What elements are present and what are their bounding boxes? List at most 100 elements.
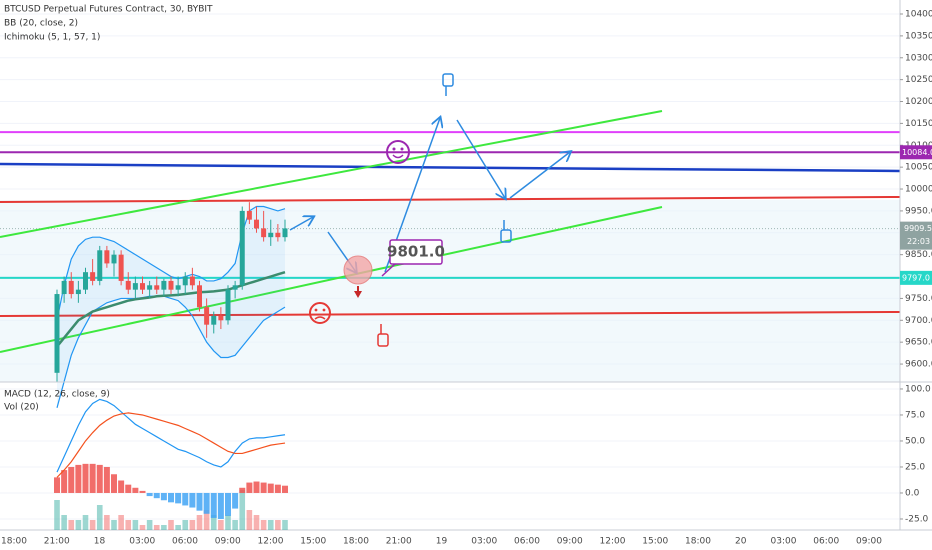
- volume-bar: [246, 510, 253, 530]
- volume-bar: [161, 525, 167, 530]
- volume-bar: [189, 520, 196, 530]
- histogram-bar: [225, 492, 231, 516]
- candle-body: [90, 272, 96, 281]
- candle-body: [182, 276, 188, 286]
- x-tick-label: 03:00: [129, 537, 155, 547]
- y-tick-label: 0.0: [905, 488, 920, 498]
- y-tick-label: 10050.0: [905, 163, 932, 173]
- candle-body: [282, 228, 288, 238]
- frown-icon: [309, 302, 331, 324]
- smiley-icon: [386, 140, 410, 164]
- channel-line: [0, 110, 663, 238]
- level-label: 10084.0: [902, 148, 932, 157]
- price-pane: [54, 202, 288, 408]
- candle-body: [232, 285, 238, 290]
- volume-bar: [260, 520, 267, 530]
- y-tick-label: 10150.0: [905, 119, 932, 129]
- trend-line: [0, 162, 901, 173]
- channel-line: [0, 206, 663, 353]
- histogram-bar: [210, 492, 217, 518]
- volume-bar: [61, 515, 67, 530]
- histogram-bar: [168, 492, 174, 503]
- y-tick-label: -25.0: [905, 514, 929, 524]
- histogram-bar: [68, 466, 75, 493]
- x-tick-label: 21:00: [44, 537, 70, 547]
- candle-body: [268, 232, 274, 238]
- baseline: [56, 270, 286, 348]
- level-label-bg: [900, 145, 932, 160]
- histogram-bar: [132, 487, 139, 493]
- histogram-bar: [239, 487, 246, 493]
- histogram-bar: [96, 464, 103, 493]
- volume-bar: [75, 520, 82, 530]
- histogram-bar: [146, 492, 153, 497]
- arrow: [456, 119, 505, 198]
- x-tick-label: 15:00: [642, 537, 668, 547]
- x-tick-label: 06:00: [514, 537, 540, 547]
- x-tick-label: 15:00: [300, 537, 326, 547]
- histogram-bar: [217, 492, 224, 519]
- x-tick-label: 18:00: [1, 537, 27, 547]
- macd-line: [56, 398, 286, 473]
- x-tick-label: 03:00: [771, 537, 797, 547]
- volume-bar: [118, 515, 124, 530]
- candle-body: [118, 254, 124, 281]
- histogram-bar: [274, 484, 281, 493]
- histogram-bar: [160, 492, 167, 501]
- y-tick-label: 9850.0: [905, 250, 932, 260]
- volume-bar: [203, 510, 210, 530]
- trend-line: [0, 311, 901, 317]
- candle-body: [125, 280, 131, 290]
- candle-body: [254, 219, 259, 229]
- hand-icon: [500, 220, 512, 243]
- histogram-bar: [54, 477, 60, 493]
- y-tick-label: 10350.0: [905, 31, 932, 41]
- volume-bar: [146, 520, 153, 530]
- candle-body: [68, 280, 74, 295]
- indicator-label: MACD (12, 26, close, 9): [4, 390, 110, 400]
- x-tick-label: 18:00: [685, 537, 711, 547]
- candle-body: [132, 283, 138, 290]
- x-tick-label: 18:00: [343, 537, 369, 547]
- histogram-bar: [82, 463, 89, 493]
- histogram-bar: [196, 492, 203, 511]
- macd-pane: [54, 398, 288, 530]
- volume-bar: [54, 500, 60, 530]
- x-tick-label: 21:00: [386, 537, 412, 547]
- volume-bar: [168, 520, 174, 530]
- volume-bar: [210, 515, 217, 530]
- arrow: [509, 152, 570, 199]
- x-tick-label: 06:00: [172, 537, 198, 547]
- candle-body: [211, 315, 217, 325]
- candle-body: [189, 276, 195, 286]
- volume-bar: [132, 520, 139, 530]
- volume-bar: [182, 520, 189, 530]
- level-label-bg: [900, 270, 932, 285]
- histogram-bar: [232, 492, 239, 509]
- x-tick-label: 09:00: [215, 537, 241, 547]
- trend-line: [0, 196, 901, 203]
- candle-body: [218, 315, 224, 321]
- signal-line: [56, 412, 286, 478]
- histogram-bar: [267, 483, 274, 493]
- x-tick-label: 12:00: [600, 537, 626, 547]
- histogram-bar: [253, 481, 260, 493]
- candle-body: [140, 283, 145, 290]
- histogram-bar: [203, 492, 210, 514]
- x-tick-label: 12:00: [258, 537, 284, 547]
- volume-bar: [89, 520, 96, 530]
- last-price-label: 9909.5: [904, 224, 932, 233]
- histogram-bar: [246, 482, 253, 493]
- volume-bar: [275, 520, 281, 530]
- y-tick-label: 10250.0: [905, 75, 932, 85]
- histogram-bar: [75, 464, 82, 493]
- x-tick-label: 06:00: [813, 537, 839, 547]
- x-tick-label: 03:00: [471, 537, 497, 547]
- callout-pointer: [381, 263, 396, 277]
- histogram-bar: [89, 463, 96, 493]
- y-tick-label: 10000.0: [905, 185, 932, 195]
- volume-bar: [153, 525, 160, 530]
- volume-bar: [253, 515, 260, 530]
- histogram-bar: [61, 470, 68, 493]
- candle-body: [147, 285, 153, 290]
